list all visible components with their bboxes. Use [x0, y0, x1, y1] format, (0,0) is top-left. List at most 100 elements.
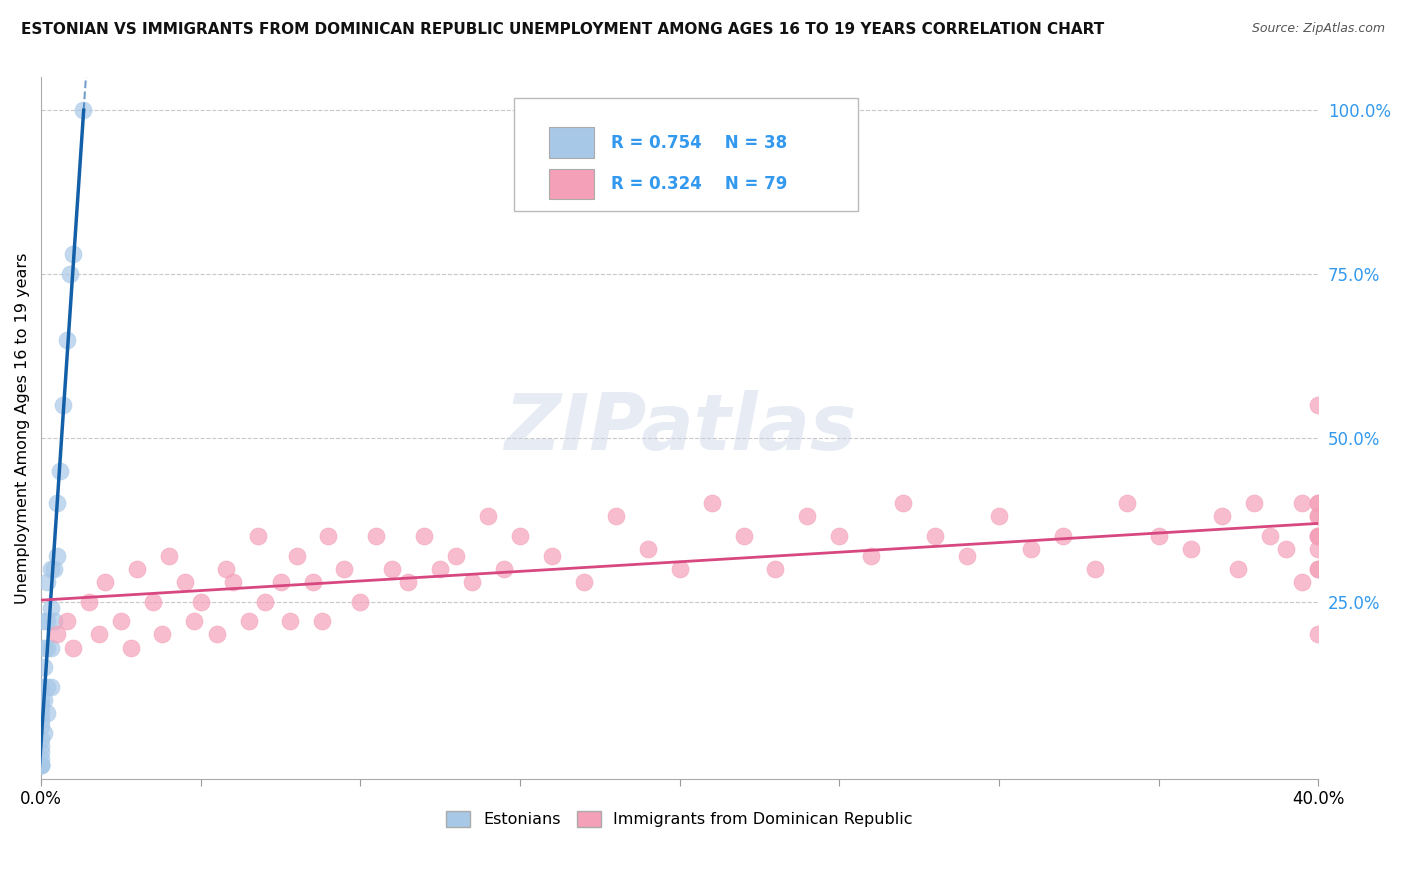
Point	[860, 549, 883, 563]
Point	[30, 713, 52, 727]
Point	[30, 706, 52, 720]
Point	[152, 627, 174, 641]
Point	[1260, 529, 1282, 543]
Point	[39, 601, 62, 615]
Point	[62, 640, 84, 655]
Point	[30, 758, 52, 772]
FancyBboxPatch shape	[550, 169, 595, 200]
Point	[205, 627, 228, 641]
Point	[572, 574, 595, 589]
Point	[311, 615, 333, 629]
Point	[637, 542, 659, 557]
Point	[381, 562, 404, 576]
Point	[891, 496, 914, 510]
Point	[270, 574, 292, 589]
Point	[1308, 398, 1330, 412]
Point	[1147, 529, 1170, 543]
Point	[30, 745, 52, 759]
Point	[30, 719, 52, 733]
Point	[37, 574, 59, 589]
Point	[988, 509, 1011, 524]
Point	[37, 615, 59, 629]
Point	[120, 640, 142, 655]
Text: ESTONIAN VS IMMIGRANTS FROM DOMINICAN REPUBLIC UNEMPLOYMENT AMONG AGES 16 TO 19 : ESTONIAN VS IMMIGRANTS FROM DOMINICAN RE…	[21, 22, 1104, 37]
Point	[221, 574, 243, 589]
Point	[39, 640, 62, 655]
Point	[215, 562, 238, 576]
Point	[253, 594, 276, 608]
Point	[87, 627, 110, 641]
Point	[1291, 496, 1313, 510]
Point	[34, 640, 56, 655]
Point	[605, 509, 627, 524]
Point	[301, 574, 323, 589]
Point	[142, 594, 165, 608]
Point	[62, 247, 84, 261]
Point	[1052, 529, 1074, 543]
Point	[1084, 562, 1107, 576]
Point	[1308, 529, 1330, 543]
Point	[1115, 496, 1137, 510]
Point	[1291, 574, 1313, 589]
Point	[37, 680, 59, 694]
Point	[1227, 562, 1250, 576]
Point	[30, 752, 52, 766]
Point	[1308, 509, 1330, 524]
Text: Source: ZipAtlas.com: Source: ZipAtlas.com	[1251, 22, 1385, 36]
Point	[333, 562, 356, 576]
Point	[1211, 509, 1233, 524]
Text: R = 0.324    N = 79: R = 0.324 N = 79	[610, 175, 787, 193]
Point	[509, 529, 531, 543]
Point	[765, 562, 787, 576]
Point	[956, 549, 979, 563]
Point	[37, 706, 59, 720]
Point	[796, 509, 818, 524]
Point	[34, 660, 56, 674]
Point	[477, 509, 499, 524]
Point	[94, 574, 117, 589]
Point	[285, 549, 308, 563]
Point	[39, 680, 62, 694]
Point	[1308, 562, 1330, 576]
Point	[1275, 542, 1298, 557]
Point	[37, 640, 59, 655]
Point	[828, 529, 851, 543]
Point	[30, 732, 52, 747]
Point	[30, 693, 52, 707]
Point	[238, 615, 260, 629]
Point	[30, 758, 52, 772]
Point	[46, 627, 69, 641]
Point	[733, 529, 755, 543]
FancyBboxPatch shape	[513, 98, 859, 211]
Point	[173, 574, 195, 589]
Point	[52, 398, 75, 412]
Point	[30, 680, 52, 694]
Point	[46, 496, 69, 510]
Point	[494, 562, 516, 576]
Point	[429, 562, 451, 576]
Point	[1243, 496, 1265, 510]
Point	[366, 529, 388, 543]
Point	[59, 267, 82, 281]
Point	[396, 574, 419, 589]
Point	[1308, 509, 1330, 524]
Point	[190, 594, 212, 608]
Point	[1308, 529, 1330, 543]
Point	[30, 739, 52, 753]
Point	[318, 529, 340, 543]
Point	[125, 562, 148, 576]
Point	[278, 615, 301, 629]
Point	[1180, 542, 1202, 557]
Point	[1019, 542, 1042, 557]
Point	[110, 615, 132, 629]
Point	[700, 496, 723, 510]
Legend: Estonians, Immigrants from Dominican Republic: Estonians, Immigrants from Dominican Rep…	[440, 805, 920, 834]
Point	[461, 574, 484, 589]
Point	[1308, 496, 1330, 510]
Point	[72, 103, 94, 118]
Point	[77, 594, 100, 608]
Text: R = 0.754    N = 38: R = 0.754 N = 38	[610, 134, 787, 152]
Point	[34, 615, 56, 629]
Point	[30, 758, 52, 772]
Point	[39, 562, 62, 576]
